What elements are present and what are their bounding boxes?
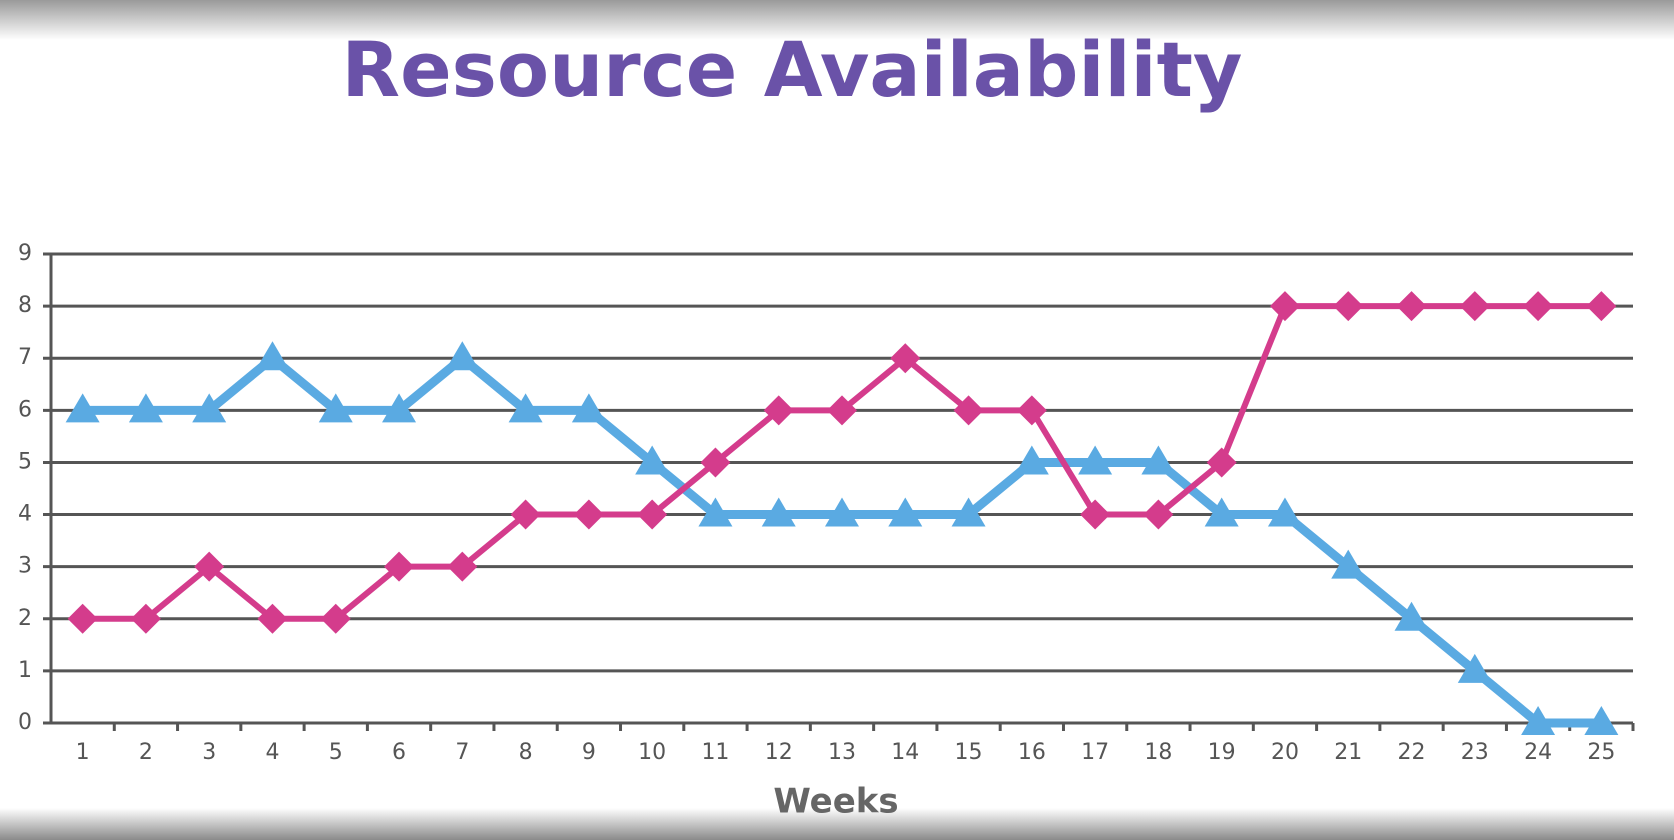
point-marker: [1394, 601, 1429, 631]
x-tick-label: 18: [1144, 740, 1172, 765]
point-marker: [1333, 291, 1364, 322]
x-tick-label: 23: [1461, 740, 1489, 765]
point-marker: [1204, 497, 1239, 527]
point-marker: [888, 497, 923, 527]
x-tick-label: 16: [1018, 740, 1046, 765]
y-tick-label: 7: [18, 345, 32, 370]
point-marker: [635, 445, 670, 475]
point-marker: [1078, 445, 1113, 475]
point-marker: [1457, 653, 1492, 683]
point-marker: [1523, 291, 1554, 322]
point-marker: [827, 395, 857, 426]
point-marker: [255, 341, 290, 371]
x-tick-label: 13: [828, 740, 856, 765]
point-marker: [1267, 497, 1302, 527]
point-marker: [761, 497, 796, 527]
point-marker: [320, 603, 351, 634]
point-marker: [637, 499, 668, 530]
point-marker: [1584, 706, 1619, 735]
point-marker: [508, 393, 543, 423]
x-tick-label: 20: [1271, 740, 1299, 765]
bottom-shade: [0, 808, 1674, 840]
point-marker: [384, 551, 415, 582]
point-marker: [1141, 445, 1176, 475]
point-marker: [763, 395, 794, 426]
point-marker: [1080, 499, 1111, 530]
x-tick-label: 6: [392, 740, 406, 765]
y-tick-label: 9: [18, 241, 32, 266]
point-marker: [1331, 549, 1366, 579]
point-marker: [447, 551, 478, 582]
point-marker: [382, 393, 417, 423]
y-tick-label: 8: [18, 293, 32, 318]
x-tick-label: 5: [329, 740, 343, 765]
point-marker: [1143, 499, 1174, 530]
point-marker: [318, 393, 353, 423]
point-marker: [1459, 291, 1490, 322]
point-marker: [1014, 445, 1049, 475]
x-tick-label: 12: [765, 740, 793, 765]
x-tick-label: 4: [265, 740, 279, 765]
x-tick-label: 19: [1208, 740, 1236, 765]
x-tick-label: 25: [1587, 740, 1615, 765]
point-marker: [445, 341, 480, 371]
point-marker: [510, 499, 541, 530]
point-marker: [192, 393, 227, 423]
x-tick-label: 1: [76, 740, 90, 765]
point-marker: [1016, 395, 1047, 426]
point-marker: [1206, 447, 1237, 478]
point-marker: [700, 447, 731, 478]
point-marker: [573, 499, 604, 530]
point-marker: [571, 393, 606, 423]
x-tick-label: 9: [582, 740, 596, 765]
y-tick-label: 2: [18, 606, 32, 631]
x-tick-label: 14: [891, 740, 919, 765]
x-tick-label: 24: [1524, 740, 1552, 765]
x-tick-label: 17: [1081, 740, 1109, 765]
point-marker: [825, 497, 859, 527]
point-marker: [67, 603, 98, 634]
point-marker: [1396, 291, 1427, 322]
x-tick-label: 7: [455, 740, 469, 765]
point-marker: [1269, 291, 1300, 322]
x-tick-label: 21: [1334, 740, 1362, 765]
chart-title: Resource Availability: [342, 25, 1243, 114]
x-tick-label: 3: [202, 740, 216, 765]
y-tick-label: 1: [18, 658, 32, 683]
x-tick-label: 2: [139, 740, 153, 765]
point-marker: [194, 551, 225, 582]
x-tick-label: 8: [519, 740, 533, 765]
point-marker: [951, 497, 986, 527]
x-tick-label: 11: [701, 740, 729, 765]
point-marker: [65, 393, 100, 423]
x-tick-label: 22: [1398, 740, 1426, 765]
y-tick-label: 5: [18, 449, 32, 474]
point-marker: [1521, 706, 1556, 735]
y-tick-label: 3: [18, 554, 32, 579]
y-tick-label: 0: [18, 710, 32, 735]
point-marker: [890, 343, 921, 374]
point-marker: [953, 395, 984, 426]
x-tick-label: 15: [955, 740, 983, 765]
point-marker: [257, 603, 288, 634]
point-marker: [698, 497, 733, 527]
y-tick-label: 6: [18, 397, 32, 422]
point-marker: [128, 393, 163, 423]
y-tick-label: 4: [18, 502, 32, 527]
point-marker: [130, 603, 161, 634]
top-shade: [0, 0, 1674, 40]
point-marker: [1586, 291, 1617, 322]
x-axis-label: Weeks: [773, 782, 898, 822]
x-tick-label: 10: [638, 740, 666, 765]
